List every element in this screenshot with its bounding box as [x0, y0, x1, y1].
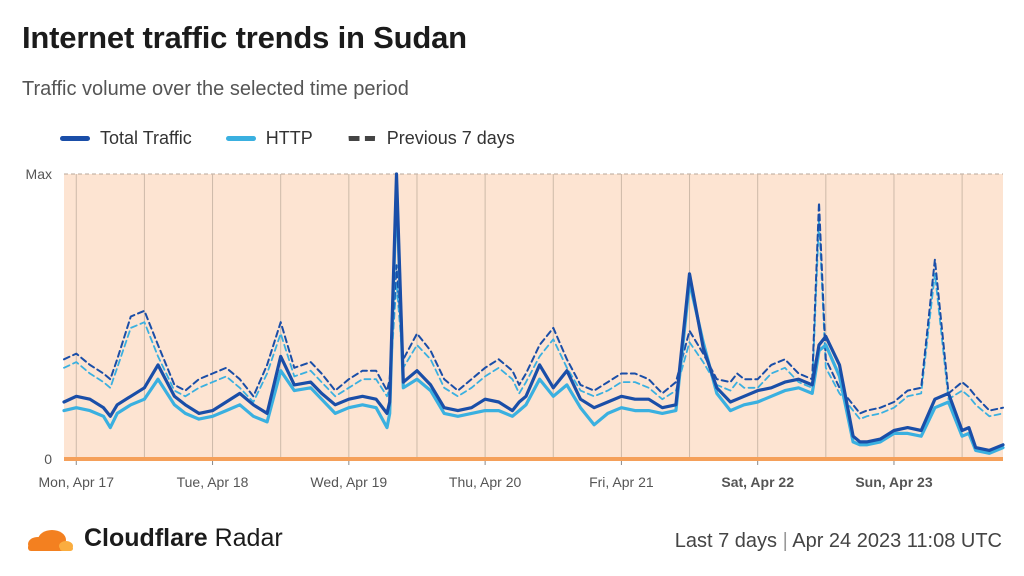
timestamp-label: Apr 24 2023 11:08 UTC [792, 530, 1002, 552]
series-line-previous-7-days-http [63, 218, 1004, 421]
x-tick-label: Mon, Apr 17 [39, 474, 115, 490]
x-tick-label: Tue, Apr 18 [177, 474, 249, 490]
time-range-info: Last 7 days | Apr 24 2023 11:08 UTC [675, 530, 1002, 553]
time-range-separator: | [782, 530, 788, 552]
legend-swatch-previous [346, 136, 377, 141]
series-line-previous-7-days [63, 201, 1004, 415]
brand-name-light: Radar [214, 524, 283, 552]
cloudflare-cloud-icon [28, 529, 73, 551]
chart-subtitle: Traffic volume over the selected time pe… [22, 78, 409, 100]
traffic-line-chart: Max 0 Mon, Apr 17 Tue, Apr 18 Wed, Apr 19 Thu… [26, 166, 1005, 490]
series-line-http [62, 183, 1005, 455]
x-tick-label: Sat, Apr 22 [721, 474, 794, 490]
cloudflare-radar-logo: Cloudflare Radar [22, 524, 283, 553]
legend-swatch-http [225, 136, 256, 141]
legend-item-previous[interactable]: Previous 7 days [346, 128, 515, 149]
x-tick-label: Fri, Apr 21 [589, 474, 654, 490]
x-tick-label: Wed, Apr 19 [310, 474, 387, 490]
plot-background [64, 174, 1003, 459]
chart-title: Internet traffic trends in Sudan [22, 20, 467, 55]
brand-name: Cloudflare Radar [84, 524, 283, 553]
x-tick-label: Sun, Apr 23 [855, 474, 932, 490]
legend-label-http: HTTP [265, 128, 313, 148]
chart-legend: Total Traffic HTTP Previous 7 days [60, 128, 515, 149]
legend-swatch-total [60, 136, 90, 141]
series-line-total-traffic [62, 172, 1005, 452]
y-tick-label-zero: 0 [44, 451, 52, 467]
legend-label-previous: Previous 7 days [386, 128, 515, 148]
legend-item-total[interactable]: Total Traffic [60, 128, 192, 149]
y-tick-label-max: Max [26, 166, 52, 182]
time-range-label: Last 7 days [674, 530, 778, 552]
legend-item-http[interactable]: HTTP [225, 128, 313, 149]
legend-label-total: Total Traffic [100, 128, 192, 148]
brand-name-bold: Cloudflare [84, 524, 208, 552]
x-tick-label: Thu, Apr 20 [449, 474, 522, 490]
